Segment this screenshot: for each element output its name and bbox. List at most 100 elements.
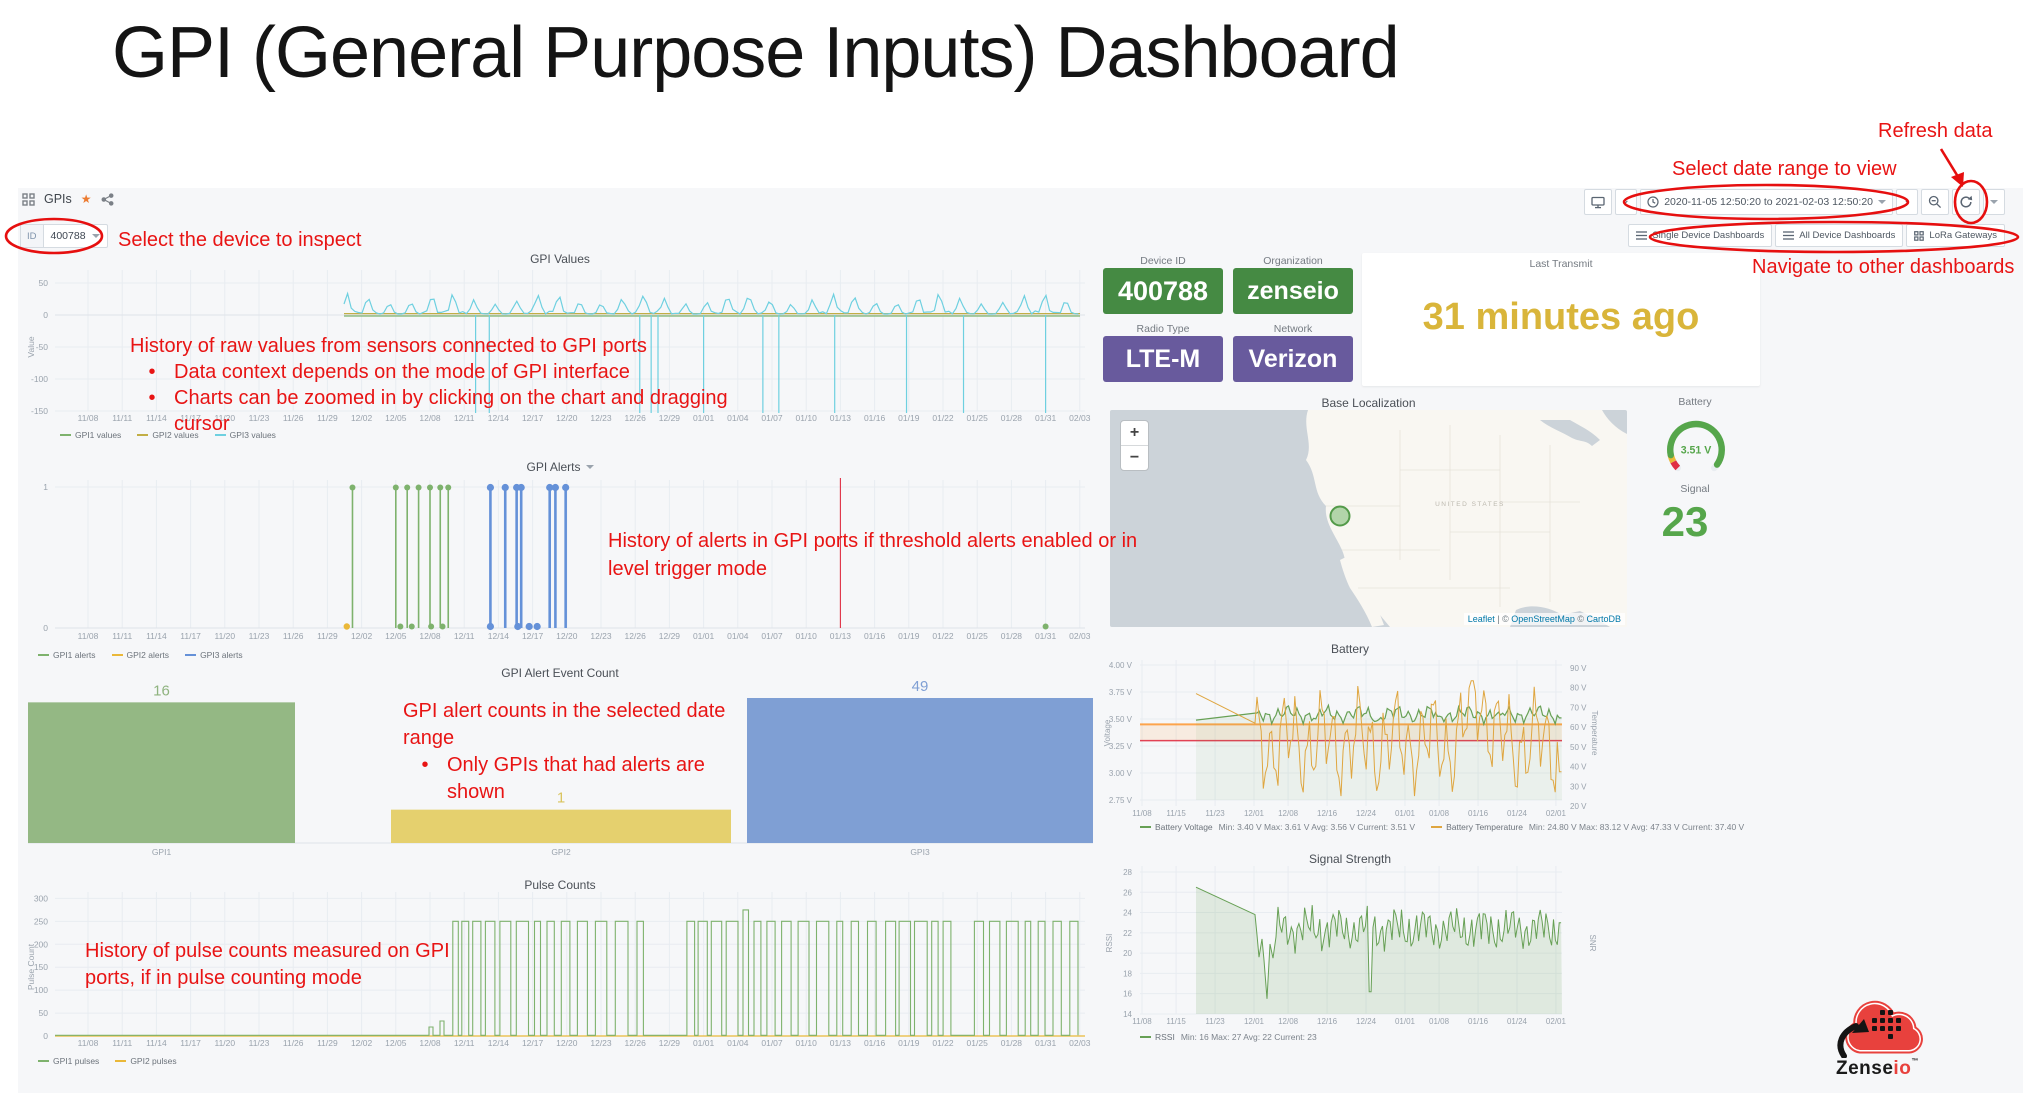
svg-text:01/10: 01/10 [796,1038,818,1048]
svg-text:Temperature: Temperature [1590,711,1599,756]
zoom-out-button[interactable] [1921,189,1949,215]
chevron-down-icon [1878,200,1886,204]
pulse-counts-chart[interactable]: 11/08 11/11 11/14 11/17 11/20 11/23 11/26 11/29… [25,890,1095,1052]
svg-text:01/16: 01/16 [864,631,886,641]
stat-label-device-id: Device ID [1140,255,1186,267]
svg-text:12/16: 12/16 [1317,809,1338,818]
svg-text:80 V: 80 V [1570,684,1587,693]
legend-item[interactable]: GPI1 values [60,430,121,440]
favorite-star-icon[interactable]: ★ [80,192,92,206]
svg-text:GPI1: GPI1 [152,847,172,857]
legend-item[interactable]: Battery Voltage Min: 3.40 V Max: 3.61 V A… [1140,822,1415,832]
legend-item[interactable]: GPI1 pulses [38,1056,99,1066]
svg-text:-100: -100 [31,374,48,384]
dashboard-title[interactable]: GPIs [44,192,72,206]
signal-strength-chart[interactable]: 11/08 11/15 11/23 12/01 12/08 12/16 12/24 01/01… [1100,864,1600,1026]
legend-item[interactable]: GPI3 values [214,430,276,440]
legend-item[interactable]: Battery Temperature Min: 24.80 V Max: 83.… [1431,822,1744,832]
panel-title-gpi-values[interactable]: GPI Values [530,252,590,266]
stat-device-id: 400788 [1103,268,1223,314]
svg-text:11/23: 11/23 [249,631,270,641]
svg-text:11/29: 11/29 [317,631,338,641]
svg-text:01/28: 01/28 [1001,631,1023,641]
svg-text:01/24: 01/24 [1507,1017,1528,1026]
legend-gpi-alerts: GPI1 alerts GPI2 alerts GPI3 alerts [38,650,243,660]
svg-text:01/10: 01/10 [796,631,818,641]
svg-text:11/08: 11/08 [78,413,99,423]
svg-text:12/08: 12/08 [1278,809,1299,818]
panel-title-signal-strength[interactable]: Signal Strength [1308,852,1392,866]
battery-chart[interactable]: 11/08 11/15 11/23 12/01 12/08 12/16 12/24 01/01… [1100,654,1600,820]
svg-text:01/19: 01/19 [898,631,920,641]
stat-label-radio-type: Radio Type [1136,323,1190,335]
svg-text:12/05: 12/05 [385,413,407,423]
svg-text:16: 16 [1123,990,1132,999]
osm-link[interactable]: OpenStreetMap [1511,614,1575,624]
svg-text:50: 50 [39,1008,49,1018]
device-selector-label: ID [20,224,44,248]
map-zoom-control: + − [1120,420,1149,471]
refresh-button[interactable] [1952,189,1980,215]
legend-item[interactable]: RSSI Min: 16 Max: 27 Avg: 22 Current: 23 [1140,1032,1317,1042]
base-localization-map[interactable]: UNITED STATES + − Leaflet | © OpenStreet… [1110,410,1627,627]
nav-lora-gateways[interactable]: LoRa Gateways [1906,224,2005,247]
svg-text:Voltage: Voltage [1103,719,1112,746]
svg-text:11/23: 11/23 [1205,809,1225,818]
time-forward-button[interactable]: › [1896,189,1918,215]
zenseio-logo: Zenseio™ [1836,992,1946,1080]
panel-title-alert-count[interactable]: GPI Alert Event Count [501,666,619,680]
svg-text:11/15: 11/15 [1166,1017,1186,1026]
svg-text:01/19: 01/19 [898,413,920,423]
svg-text:3.75 V: 3.75 V [1109,688,1133,697]
svg-text:12/02: 12/02 [351,413,373,423]
legend-item[interactable]: GPI2 alerts [111,650,169,660]
gauge-value: 3.51 V [1681,444,1712,456]
tv-kiosk-button[interactable] [1584,189,1613,215]
svg-text:01/16: 01/16 [864,413,886,423]
map-zoom-out-button[interactable]: − [1129,449,1140,466]
logo-wordmark: Zenseio™ [1836,1058,1919,1079]
svg-text:-50: -50 [36,342,49,352]
svg-text:02/03: 02/03 [1069,1038,1091,1048]
time-range-picker[interactable]: 2020-11-05 12:50:20 to 2021-02-03 12:50:… [1640,189,1893,215]
svg-text:16: 16 [153,682,170,699]
legend-item[interactable]: GPI3 alerts [185,650,243,660]
svg-text:90 V: 90 V [1570,664,1587,673]
svg-text:11/08: 11/08 [78,631,99,641]
svg-text:01/28: 01/28 [1001,413,1023,423]
svg-text:0: 0 [43,623,48,633]
legend-item[interactable]: GPI2 pulses [115,1056,177,1066]
device-selector-value[interactable]: 400788 [43,224,108,248]
panel-menu-caret-icon[interactable] [585,465,594,469]
refresh-interval-dropdown[interactable] [1983,189,2005,215]
svg-text:12/17: 12/17 [522,1038,544,1048]
annotation-pulse: History of pulse counts measured on GPI … [85,940,450,989]
svg-text:3.50 V: 3.50 V [1109,715,1133,724]
svg-text:01/13: 01/13 [830,631,852,641]
svg-text:11/14: 11/14 [146,413,167,423]
panel-title-gpi-alerts[interactable]: GPI Alerts [25,460,1095,474]
svg-text:12/24: 12/24 [1356,1017,1377,1026]
panel-title-pulse[interactable]: Pulse Counts [524,878,596,892]
svg-text:0: 0 [43,310,48,320]
svg-text:01/25: 01/25 [967,413,989,423]
svg-text:12/14: 12/14 [488,631,510,641]
svg-text:11/08: 11/08 [1132,1017,1152,1026]
svg-text:RSSI: RSSI [1105,934,1114,953]
map-zoom-in-button[interactable]: + [1121,421,1148,446]
gpi-values-chart[interactable]: 11/08 11/11 11/14 11/17 11/20 11/23 11/26 11/29… [25,266,1095,426]
time-controls: ‹ 2020-11-05 12:50:20 to 2021-02-03 12:5… [1584,189,2005,215]
legend-item[interactable]: GPI2 values [137,430,199,440]
leaflet-link[interactable]: Leaflet [1467,614,1495,624]
gpi-alert-count-chart[interactable]: 16 GPI1 1 GPI2 49 GPI3 [25,680,1095,862]
gpi-alerts-chart[interactable]: 11/08 11/11 11/14 11/17 11/20 11/23 11/26 11/29… [25,470,1095,646]
nav-all-device-dashboards[interactable]: All Device Dashboards [1775,224,1904,247]
device-selector[interactable]: ID 400788 [20,224,108,248]
share-icon[interactable] [101,192,114,206]
time-back-button[interactable]: ‹ [1615,189,1638,215]
carto-link[interactable]: CartoDB [1586,614,1621,624]
panel-title-battery[interactable]: Battery [1330,642,1369,656]
breadcrumb: GPIs ★ [22,192,114,206]
nav-single-device-dashboards[interactable]: Single Device Dashboards [1628,224,1773,247]
legend-item[interactable]: GPI1 alerts [38,650,96,660]
